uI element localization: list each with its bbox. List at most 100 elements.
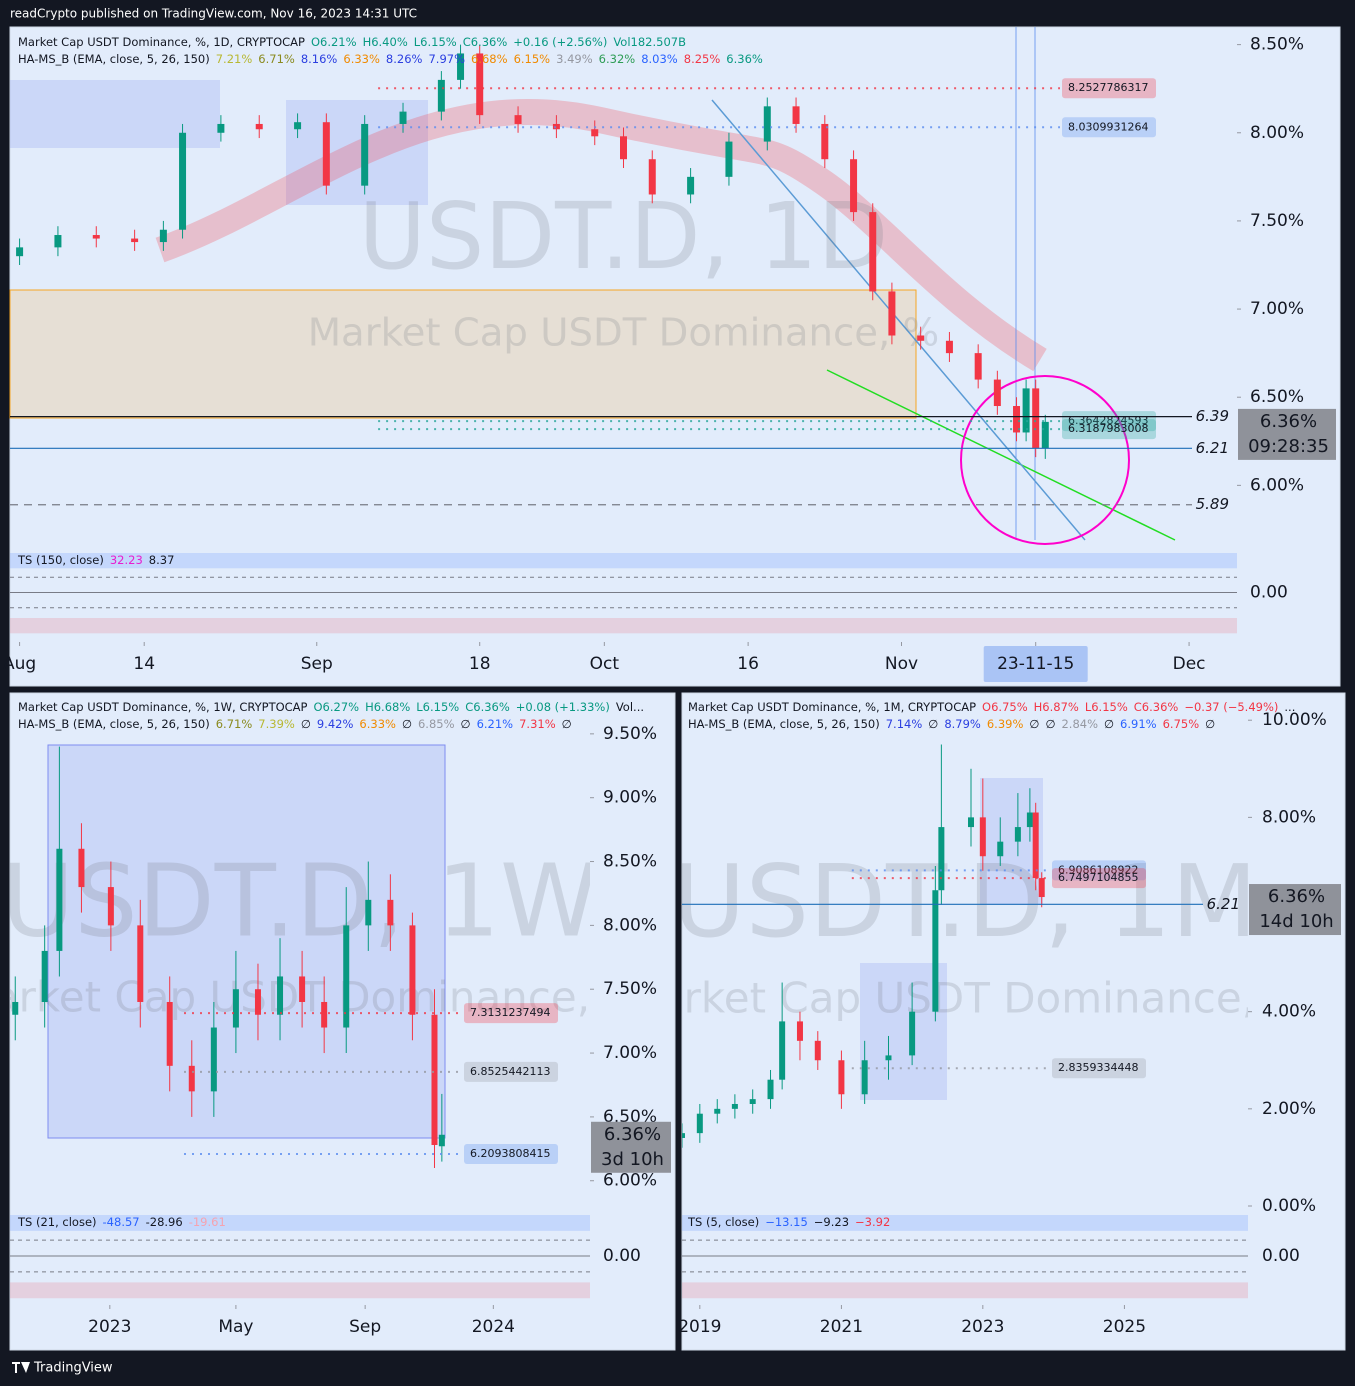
- legend-item: 8.03%: [641, 52, 678, 66]
- candle-body: [591, 129, 599, 137]
- candle-body: [1041, 421, 1049, 449]
- legend-item: ∅: [301, 717, 311, 731]
- x-tick-highlight: [983, 646, 1088, 682]
- legend-item: Market Cap USDT Dominance, %, 1W, CRYPTO…: [18, 700, 308, 714]
- osc-band-bottom: [10, 618, 1237, 634]
- level-tag: [1062, 117, 1156, 138]
- candle-body: [179, 132, 187, 230]
- countdown: 3d 10h: [601, 1149, 664, 1170]
- x-tick-label: 23-11-15: [997, 654, 1074, 674]
- level-label: 6.39: [1196, 407, 1229, 425]
- y-tick-label: 4.00%: [1262, 1002, 1316, 1022]
- legend-item: HA-MS_B (EMA, close, 5, 26, 150): [18, 717, 210, 731]
- candle-body: [814, 1040, 821, 1061]
- legend-item: 6.75%: [1163, 717, 1200, 731]
- legend-item: ∅: [1045, 717, 1055, 731]
- candle-body: [861, 1060, 868, 1095]
- candle-body: [938, 827, 945, 891]
- charts: USDT.D, 1D Market Cap USDT Dominance, % 8.…: [3, 35, 1341, 1337]
- candle-body: [409, 925, 416, 1015]
- level-label: 8.0309931264: [1068, 120, 1148, 133]
- candle-body: [131, 238, 139, 243]
- osc-band-bottom: [10, 1282, 590, 1299]
- legend-item: 6.36%: [726, 52, 763, 66]
- y-tick-label: 8.50%: [603, 852, 657, 872]
- legend-item: −3.92: [855, 1215, 890, 1229]
- osc-tick-label: 0.00: [1250, 583, 1288, 603]
- level-tag: [464, 1061, 558, 1082]
- candle-body: [869, 212, 877, 292]
- range-box: [47, 744, 446, 1139]
- legend-item: 8.37: [149, 553, 175, 567]
- candle-body: [41, 950, 48, 1002]
- y-tick-label: 8.00%: [603, 915, 657, 935]
- legend-item: H6.40%: [363, 35, 408, 49]
- candle-body: [1013, 406, 1021, 433]
- candle-body: [888, 291, 896, 336]
- y-tick-label: 9.00%: [603, 788, 657, 808]
- x-tick-label: 2023: [961, 1317, 1004, 1337]
- candle-body: [322, 122, 330, 186]
- level-label: 8.2527786317: [1068, 81, 1148, 94]
- legend-item: 3.49%: [556, 52, 593, 66]
- x-tick-label: 14: [133, 654, 155, 674]
- x-tick-label: May: [218, 1317, 253, 1337]
- candle-body: [254, 989, 261, 1015]
- candle-body: [437, 79, 445, 112]
- candle-body: [731, 1103, 738, 1109]
- highlight-circle: [960, 375, 1130, 545]
- candle-body: [166, 1001, 173, 1066]
- x-tick-label: Sep: [301, 654, 333, 674]
- candle-body: [387, 899, 394, 926]
- candle-body: [997, 841, 1004, 857]
- price-label-box: [1238, 408, 1336, 460]
- y-tick-label: 7.00%: [603, 1043, 657, 1063]
- legend-item: 8.26%: [386, 52, 423, 66]
- x-tick-label: 2025: [1103, 1317, 1146, 1337]
- y-tick-label: 7.00%: [1250, 299, 1304, 319]
- legend-item: 9.42%: [317, 717, 354, 731]
- plot: USDT.D, 1D Market Cap USDT Dominance, %: [16, 44, 1049, 459]
- legend-item: HA-MS_B (EMA, close, 5, 26, 150): [688, 717, 880, 731]
- x-tick-label: Nov: [885, 654, 918, 674]
- candle-body: [749, 1099, 756, 1104]
- legend-item: 6.33%: [359, 717, 396, 731]
- candle-body: [917, 335, 925, 341]
- range-box: [10, 80, 220, 148]
- legend: HA-MS_B (EMA, close, 5, 26, 150) 7.21% 6.7…: [18, 52, 763, 66]
- y-tick-label: 7.50%: [1250, 211, 1304, 231]
- y-tick-label: 9.50%: [603, 724, 657, 744]
- candle-body: [56, 848, 63, 951]
- osc-band-top: [10, 553, 1237, 569]
- legend-item: -48.57: [103, 1215, 140, 1229]
- watermark: USDT.D, 1D: [359, 183, 889, 290]
- legend-item: C6.36%: [1134, 700, 1179, 714]
- candle-body: [255, 123, 263, 130]
- panel-daily: [9, 26, 1341, 687]
- legend-item: Vol...: [616, 700, 644, 714]
- legend-item: ∅: [1205, 717, 1215, 731]
- candle-body: [796, 1021, 803, 1041]
- trend-line: [826, 369, 1176, 541]
- candle-body: [1026, 812, 1033, 828]
- level-label: 6.3642824593: [1068, 414, 1148, 427]
- price-label: 6.36%: [1268, 886, 1325, 907]
- y-tick-label: 6.00%: [603, 1171, 657, 1191]
- level-label: 6.8525442113: [470, 1065, 550, 1078]
- level-label: 6.7497104855: [1058, 871, 1138, 884]
- level-tag: [1052, 1058, 1146, 1079]
- legend-item: ∅: [562, 717, 572, 731]
- candle-body: [696, 1113, 703, 1134]
- legend-item: 6.39%: [987, 717, 1024, 731]
- legend-item: 6.91%: [1120, 717, 1157, 731]
- level-label: 5.89: [1196, 495, 1229, 513]
- legend-item: -19.61: [189, 1215, 226, 1229]
- legend-item: ∅: [928, 717, 938, 731]
- candle-body: [514, 115, 522, 124]
- x-tick-label: 16: [737, 654, 759, 674]
- legend-item: TS (21, close): [17, 1215, 97, 1229]
- level-label: 6.9086108922: [1058, 863, 1138, 876]
